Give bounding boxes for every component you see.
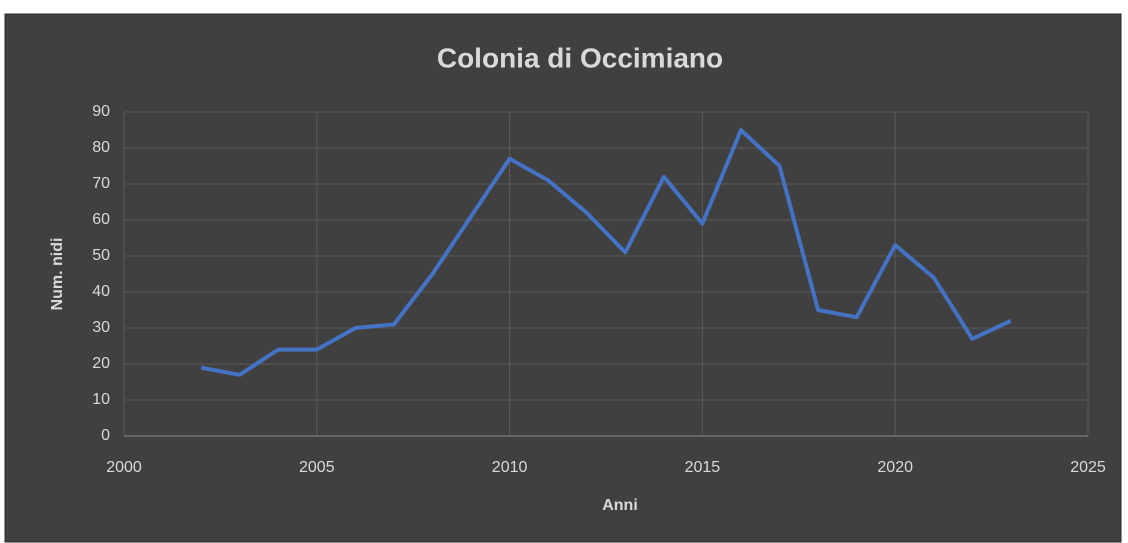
y-tick-label: 90 xyxy=(92,103,110,120)
x-axis-label: Anni xyxy=(602,497,638,514)
x-tick-label: 2015 xyxy=(685,459,721,476)
x-tick-label: 2025 xyxy=(1070,459,1106,476)
y-tick-label: 40 xyxy=(92,283,110,300)
y-tick-label: 50 xyxy=(92,247,110,264)
x-tick-label: 2005 xyxy=(299,459,335,476)
y-tick-label: 30 xyxy=(92,319,110,336)
y-tick-label: 70 xyxy=(92,175,110,192)
y-tick-label: 0 xyxy=(101,427,110,444)
y-tick-label: 60 xyxy=(92,211,110,228)
chart-background xyxy=(4,13,1122,543)
x-tick-label: 2010 xyxy=(492,459,528,476)
y-axis-label: Num. nidi xyxy=(49,238,66,311)
y-tick-label: 20 xyxy=(92,355,110,372)
y-tick-label: 80 xyxy=(92,139,110,156)
x-tick-label: 2000 xyxy=(106,459,142,476)
chart-title: Colonia di Occimiano xyxy=(437,42,723,73)
y-tick-label: 10 xyxy=(92,391,110,408)
x-tick-label: 2020 xyxy=(877,459,913,476)
data-line xyxy=(200,128,1012,377)
